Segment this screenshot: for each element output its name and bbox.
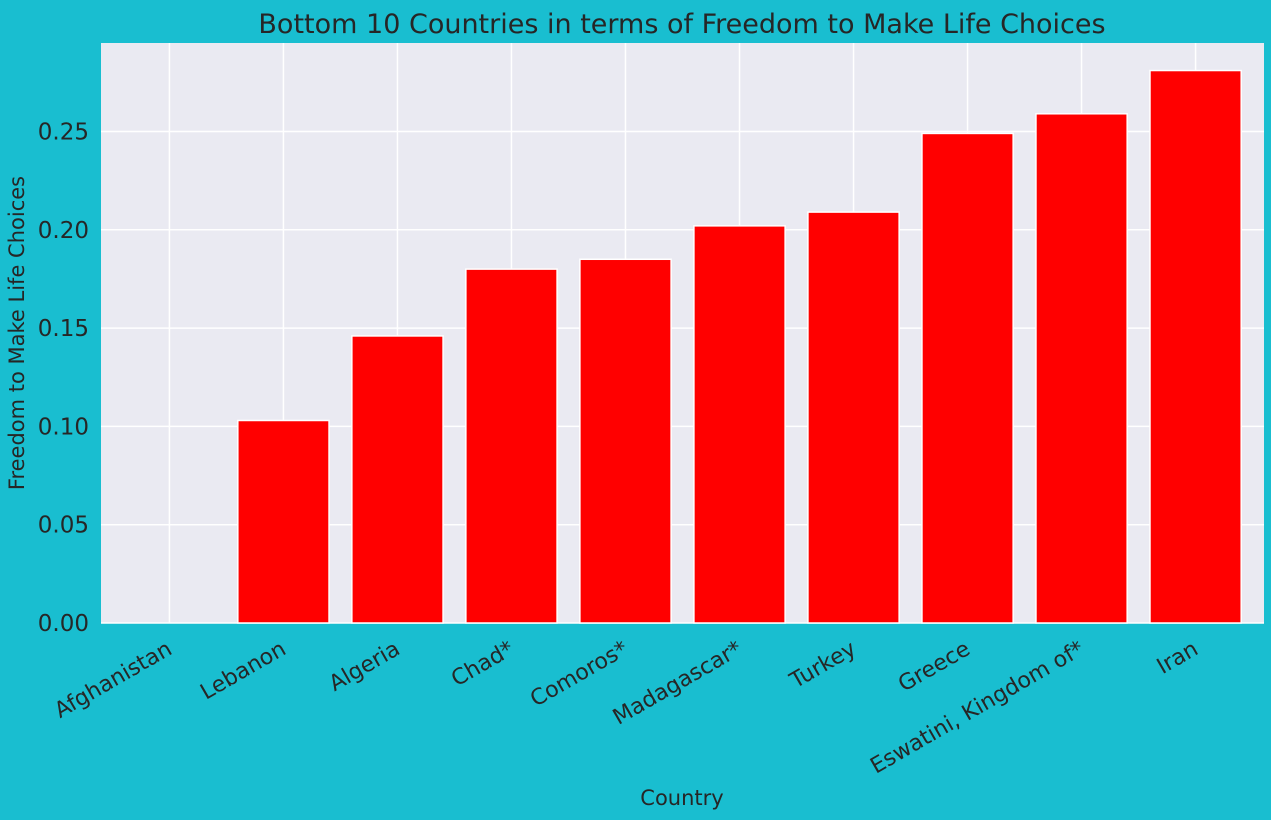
x-tick-label: Iran: [1153, 637, 1203, 680]
bar: [351, 335, 444, 624]
x-tick-label: Chad*: [447, 637, 518, 693]
bar: [579, 258, 672, 624]
x-tick-label: Lebanon: [196, 637, 290, 706]
x-tick-label: Eswatini, Kingdom of*: [866, 637, 1088, 780]
x-tick-label: Greece: [894, 637, 974, 698]
y-tick-label: 0.10: [38, 414, 89, 440]
y-tick-label: 0.05: [38, 513, 89, 539]
x-tick-label: Turkey: [785, 637, 860, 695]
chart-title: Bottom 10 Countries in terms of Freedom …: [258, 9, 1105, 40]
bar: [807, 211, 900, 624]
bar: [693, 225, 786, 624]
x-axis-ticks: Afghanistan Lebanon Algeria Chad* Comoros*Ma…: [50, 637, 1202, 780]
y-tick-label: 0.00: [38, 611, 89, 637]
x-axis-label: Country: [640, 786, 723, 810]
y-tick-label: 0.25: [38, 119, 89, 145]
bar: [465, 268, 558, 624]
bar: [237, 419, 330, 624]
bars: [237, 69, 1242, 624]
y-tick-label: 0.20: [38, 218, 89, 244]
x-tick-label: Algeria: [325, 637, 404, 697]
x-tick-label: Madagascar*: [609, 637, 747, 731]
bar: [1035, 113, 1128, 624]
y-axis-ticks: 0.00 0.05 0.10 0.15 0.20 0.25: [38, 119, 89, 637]
x-tick-label: Comoros*: [526, 637, 632, 713]
x-tick-label: Afghanistan: [50, 637, 176, 724]
bar: [921, 132, 1014, 624]
y-tick-label: 0.15: [38, 316, 89, 342]
bar: [1149, 69, 1242, 624]
y-axis-label: Freedom to Make Life Choices: [5, 176, 29, 490]
